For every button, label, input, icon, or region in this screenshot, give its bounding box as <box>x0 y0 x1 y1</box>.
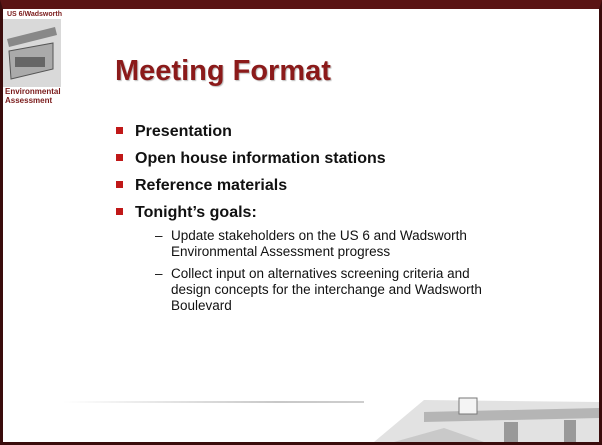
bullet: Open house information stations <box>115 150 495 168</box>
bullet-text: Reference materials <box>135 177 287 194</box>
logo: US 6/Wadsworth Environmental Assessment <box>3 9 63 109</box>
logo-line: Environmental <box>5 87 61 96</box>
bullet-list: Presentation Open house information stati… <box>115 123 495 323</box>
bullet-text: Open house information stations <box>135 150 386 167</box>
bullet-text: Presentation <box>135 123 232 140</box>
slide: US 6/Wadsworth Environmental Assessment … <box>0 0 602 445</box>
sub-bullet: Update stakeholders on the US 6 and Wads… <box>155 228 511 260</box>
sub-bullet: Collect input on alternatives screening … <box>155 266 511 314</box>
highway-photo <box>364 392 599 442</box>
sub-list: Update stakeholders on the US 6 and Wads… <box>155 228 495 314</box>
slide-title: Meeting Format <box>115 55 331 88</box>
bullet: Tonight’s goals: Update stakeholders on t… <box>115 204 495 314</box>
logo-line: Assessment <box>5 96 61 105</box>
logo-top-text: US 6/Wadsworth <box>7 11 62 18</box>
bullet: Reference materials <box>115 177 495 195</box>
bullet-text: Tonight’s goals: <box>135 204 257 221</box>
logo-bottom-text: Environmental Assessment <box>5 87 61 105</box>
bullet: Presentation <box>115 123 495 141</box>
